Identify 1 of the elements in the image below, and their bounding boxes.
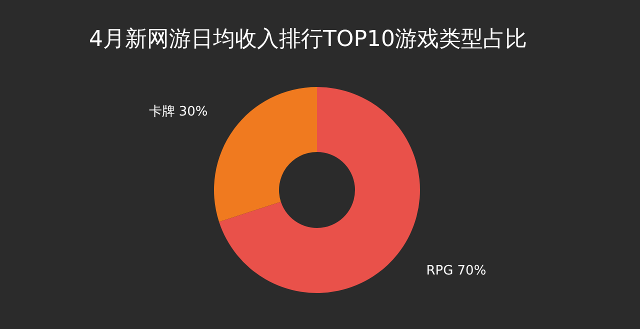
title: 4月新网游日均收入排行TOP10游戏类型占比 [89, 27, 527, 52]
